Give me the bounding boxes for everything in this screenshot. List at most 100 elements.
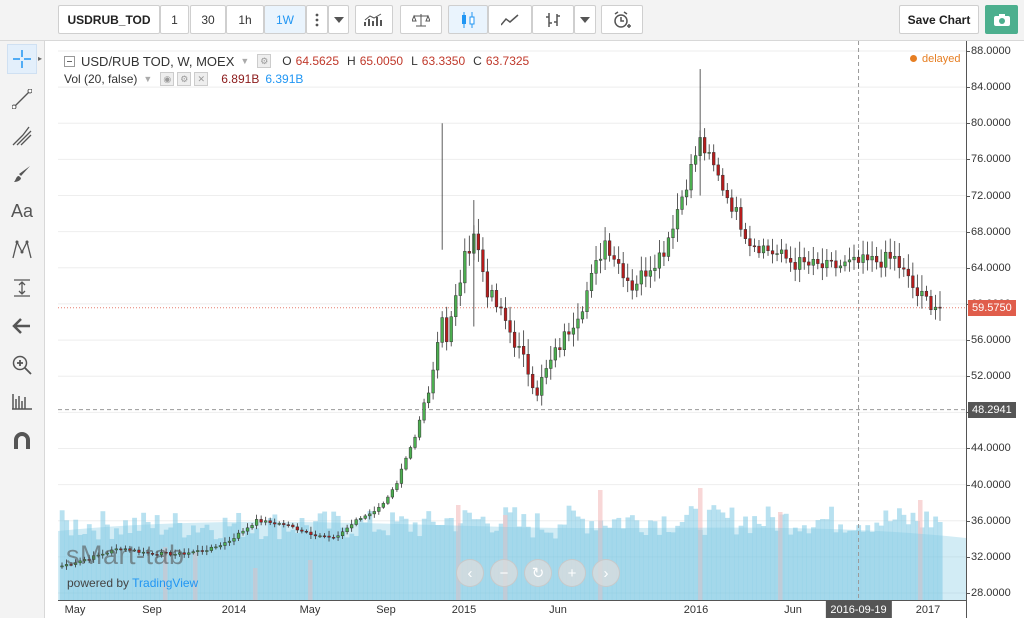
text-tool[interactable]: Aa [7, 196, 37, 226]
volume-bar [928, 527, 934, 600]
volume-menu-caret-icon[interactable]: ▼ [143, 74, 153, 84]
price-tick-label: 88.0000 [967, 45, 1011, 57]
zoom-in-button[interactable]: + [558, 559, 586, 587]
volume-settings-button[interactable]: ⚙ [177, 72, 192, 86]
volume-bar [408, 531, 414, 600]
volume-bar [430, 521, 436, 600]
candle-down [146, 551, 150, 554]
alert-button[interactable] [601, 5, 643, 34]
collapse-legend-button[interactable] [64, 55, 75, 67]
magnet-tool[interactable] [7, 426, 37, 456]
interval-1w-button[interactable]: 1W [264, 5, 306, 34]
reset-icon: ↻ [531, 565, 545, 582]
volume-bar [77, 534, 83, 600]
candle-up [544, 368, 548, 378]
volume-bar [295, 533, 300, 600]
indicators-button[interactable] [355, 5, 393, 34]
brush-tool[interactable] [7, 159, 37, 189]
volume-bar [910, 512, 916, 600]
zoom-tool[interactable] [7, 350, 37, 380]
candle-up [893, 256, 897, 259]
volume-bar [381, 530, 386, 600]
candle-up [227, 540, 232, 543]
volume-bar [897, 508, 902, 600]
volume-bar [104, 524, 110, 600]
volume-bar [792, 527, 798, 600]
candle-down [644, 270, 648, 277]
time-tick-label: Sep [376, 604, 396, 616]
candle-down [300, 529, 304, 532]
scroll-left-button[interactable]: ‹ [456, 559, 484, 587]
remove-drawings-tool[interactable] [7, 311, 37, 341]
volume-bar [761, 526, 767, 600]
candle-up [92, 555, 96, 560]
volume-bar [340, 527, 346, 600]
candle-up [232, 538, 236, 542]
crosshair-tool[interactable] [7, 44, 37, 74]
interval-1-button[interactable]: 1 [160, 5, 189, 34]
candle-down [703, 137, 707, 154]
volume-bar [838, 524, 843, 600]
candle-up [870, 255, 874, 261]
volume-bar [335, 515, 341, 600]
measure-tool[interactable] [7, 273, 37, 303]
volume-bar [752, 516, 758, 600]
candle-up [277, 523, 281, 525]
zoom-out-button[interactable]: − [490, 559, 518, 587]
volume-remove-button[interactable]: ✕ [194, 72, 209, 86]
candle-down [137, 549, 141, 553]
expand-arrow-icon[interactable]: ▸ [38, 54, 43, 63]
compare-button[interactable] [400, 5, 442, 34]
save-chart-button[interactable]: Save Chart [899, 5, 979, 34]
reset-chart-button[interactable]: ↻ [524, 559, 552, 587]
drawing-toolbar: ▸ Aa [0, 41, 45, 618]
symbol-search[interactable]: USDRUB_TOD [58, 5, 160, 34]
interval-1h-button[interactable]: 1h [226, 5, 264, 34]
volume-visibility-button[interactable]: ◉ [160, 72, 175, 86]
volume-bar [765, 506, 771, 600]
chart-style-dropdown[interactable] [574, 5, 596, 34]
candle-down [789, 258, 793, 263]
volume-bar [444, 518, 450, 600]
snapshot-button[interactable] [985, 5, 1018, 34]
bars-style-button[interactable] [532, 5, 574, 34]
interval-30-button[interactable]: 30 [190, 5, 226, 34]
series-menu-caret-icon[interactable]: ▼ [240, 56, 250, 66]
volume-bar [385, 535, 391, 600]
powered-by-label[interactable]: powered by TradingView [67, 576, 198, 590]
volume-bar [702, 534, 708, 600]
candle-up [214, 546, 218, 549]
pitchfork-tool[interactable] [7, 121, 37, 151]
price-axis[interactable]: 88.0000 84.0000 80.0000 76.0000 72.0000 68.00… [966, 41, 1024, 618]
volume-bar [657, 534, 662, 600]
top-toolbar: USDRUB_TOD 1 30 1h 1W [0, 0, 1024, 41]
volume-bar [439, 524, 445, 600]
interval-dropdown-button[interactable] [328, 5, 349, 34]
more-intervals-button[interactable] [306, 5, 328, 34]
tradingview-link[interactable]: TradingView [132, 576, 199, 590]
price-chart[interactable] [58, 41, 966, 600]
volume-bar [331, 511, 337, 600]
volume-bar [118, 534, 124, 600]
time-tick-label: Sep [142, 604, 162, 616]
volume-bar [842, 532, 848, 600]
time-axis[interactable]: May Sep 2014 May Sep 2015 Jun 2016 Jun 2017 2016-0… [58, 600, 966, 618]
volume-bar [706, 509, 712, 600]
volume-bar [281, 523, 287, 600]
candle-down [630, 280, 634, 291]
line-style-button[interactable] [488, 5, 532, 34]
ruler-tool[interactable] [7, 386, 37, 416]
candle-up [345, 527, 349, 533]
series-settings-button[interactable]: ⚙ [257, 54, 272, 68]
price-tick-label: 80.0000 [967, 117, 1011, 130]
chart-pane[interactable] [58, 41, 966, 600]
candle-up [861, 254, 865, 263]
pattern-tool[interactable] [7, 235, 37, 265]
volume-bar [399, 516, 404, 600]
scroll-right-button[interactable]: › [592, 559, 620, 587]
candles-style-button[interactable] [448, 5, 488, 34]
trend-line-tool[interactable] [7, 84, 37, 114]
zoom-in-icon [12, 355, 32, 375]
volume-bar [729, 507, 735, 600]
